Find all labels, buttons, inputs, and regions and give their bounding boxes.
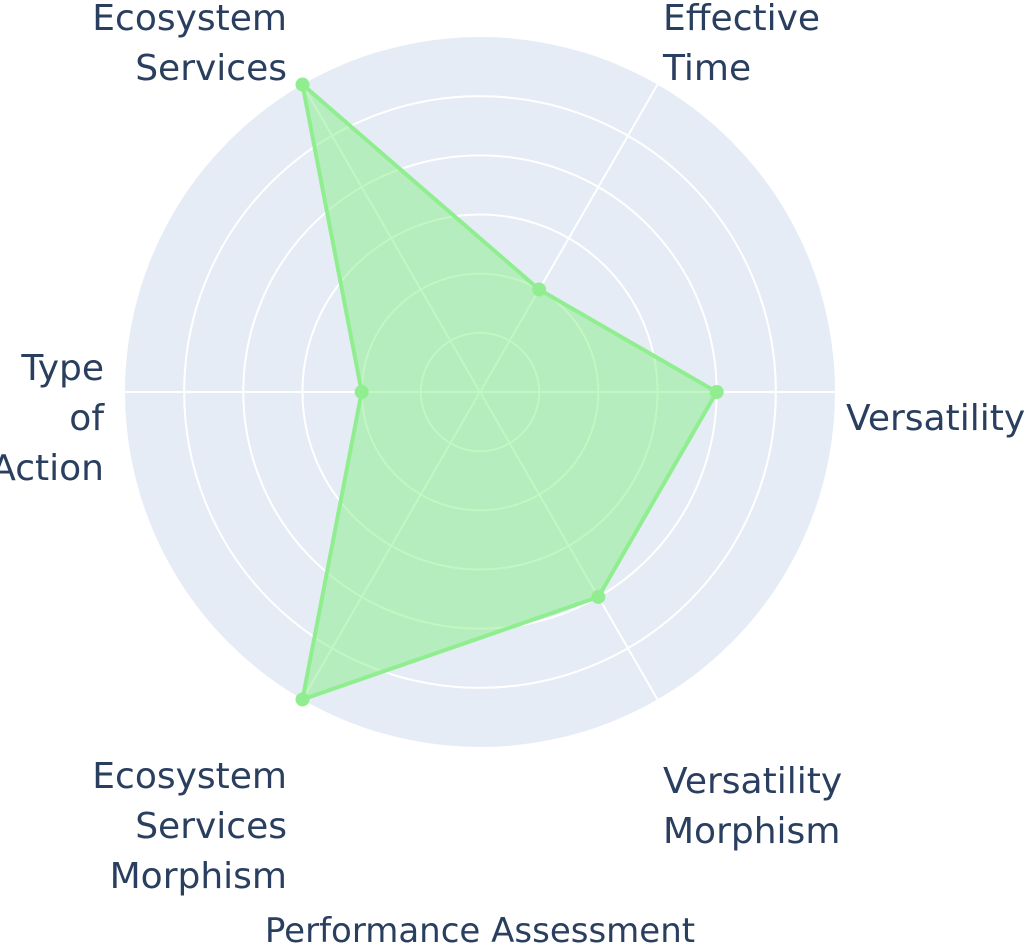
axis-label-line: Time bbox=[662, 48, 751, 89]
data-point-1 bbox=[709, 385, 724, 399]
data-point-2 bbox=[532, 282, 547, 297]
axis-label-line: Versatility bbox=[846, 398, 1024, 439]
axis-label-line: Ecosystem bbox=[92, 756, 287, 797]
axis-label-line: Services bbox=[135, 48, 287, 89]
axis-label-line: Versatility bbox=[663, 761, 842, 802]
axis-label-6: Versatility Morphism bbox=[663, 761, 842, 852]
axis-label-1: Versatility bbox=[846, 398, 1024, 439]
axis-label-5: Ecosystem Services Morphism bbox=[92, 756, 287, 897]
axis-label-line: Morphism bbox=[663, 811, 840, 852]
chart-caption: Performance Assessment bbox=[265, 911, 695, 948]
data-point-6 bbox=[591, 589, 606, 604]
data-point-3 bbox=[295, 77, 310, 92]
axis-label-4: Type of Action bbox=[0, 348, 105, 489]
axis-label-line: Type bbox=[20, 348, 104, 389]
axis-label-line: Effective bbox=[663, 0, 820, 39]
axis-labels: Versatility Effective Time Ecosystem Service… bbox=[0, 0, 1024, 897]
axis-label-2: Effective Time bbox=[662, 0, 820, 89]
axis-label-line: Ecosystem bbox=[92, 0, 287, 39]
series-layer bbox=[295, 77, 724, 707]
data-point-4 bbox=[354, 385, 369, 399]
axis-label-line: Action bbox=[0, 448, 104, 489]
data-point-5 bbox=[295, 692, 310, 707]
axis-label-line: of bbox=[69, 398, 105, 439]
axis-label-line: Services bbox=[135, 806, 287, 847]
axis-label-line: Morphism bbox=[110, 856, 287, 897]
axis-label-3: Ecosystem Services bbox=[92, 0, 287, 89]
